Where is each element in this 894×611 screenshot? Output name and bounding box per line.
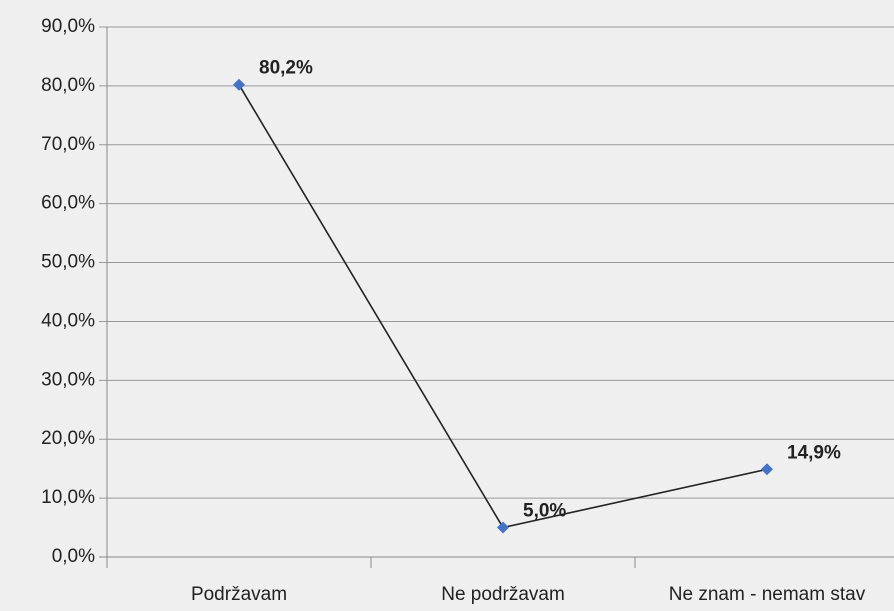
marker: [233, 78, 245, 91]
marker: [761, 463, 773, 476]
y-tick-label: 80,0%: [41, 75, 95, 96]
y-tick-label: 30,0%: [41, 369, 95, 390]
y-tick-label: 20,0%: [41, 428, 95, 449]
y-tick-label: 50,0%: [41, 252, 95, 273]
y-tick-label: 90,0%: [41, 16, 95, 37]
marker: [497, 521, 509, 534]
value-label: 14,9%: [787, 442, 841, 463]
series-line: [238, 84, 768, 529]
x-tick-label: Podržavam: [191, 584, 287, 605]
y-tick-label: 40,0%: [41, 310, 95, 331]
value-label: 5,0%: [523, 501, 566, 522]
y-tick-label: 70,0%: [41, 134, 95, 155]
y-tick-label: 60,0%: [41, 193, 95, 214]
x-tick-label: Ne podržavam: [441, 584, 565, 605]
value-label: 80,2%: [259, 58, 313, 79]
y-tick-label: 0,0%: [52, 546, 95, 567]
x-tick-label: Ne znam - nemam stav: [669, 584, 866, 605]
y-tick-label: 10,0%: [41, 487, 95, 508]
